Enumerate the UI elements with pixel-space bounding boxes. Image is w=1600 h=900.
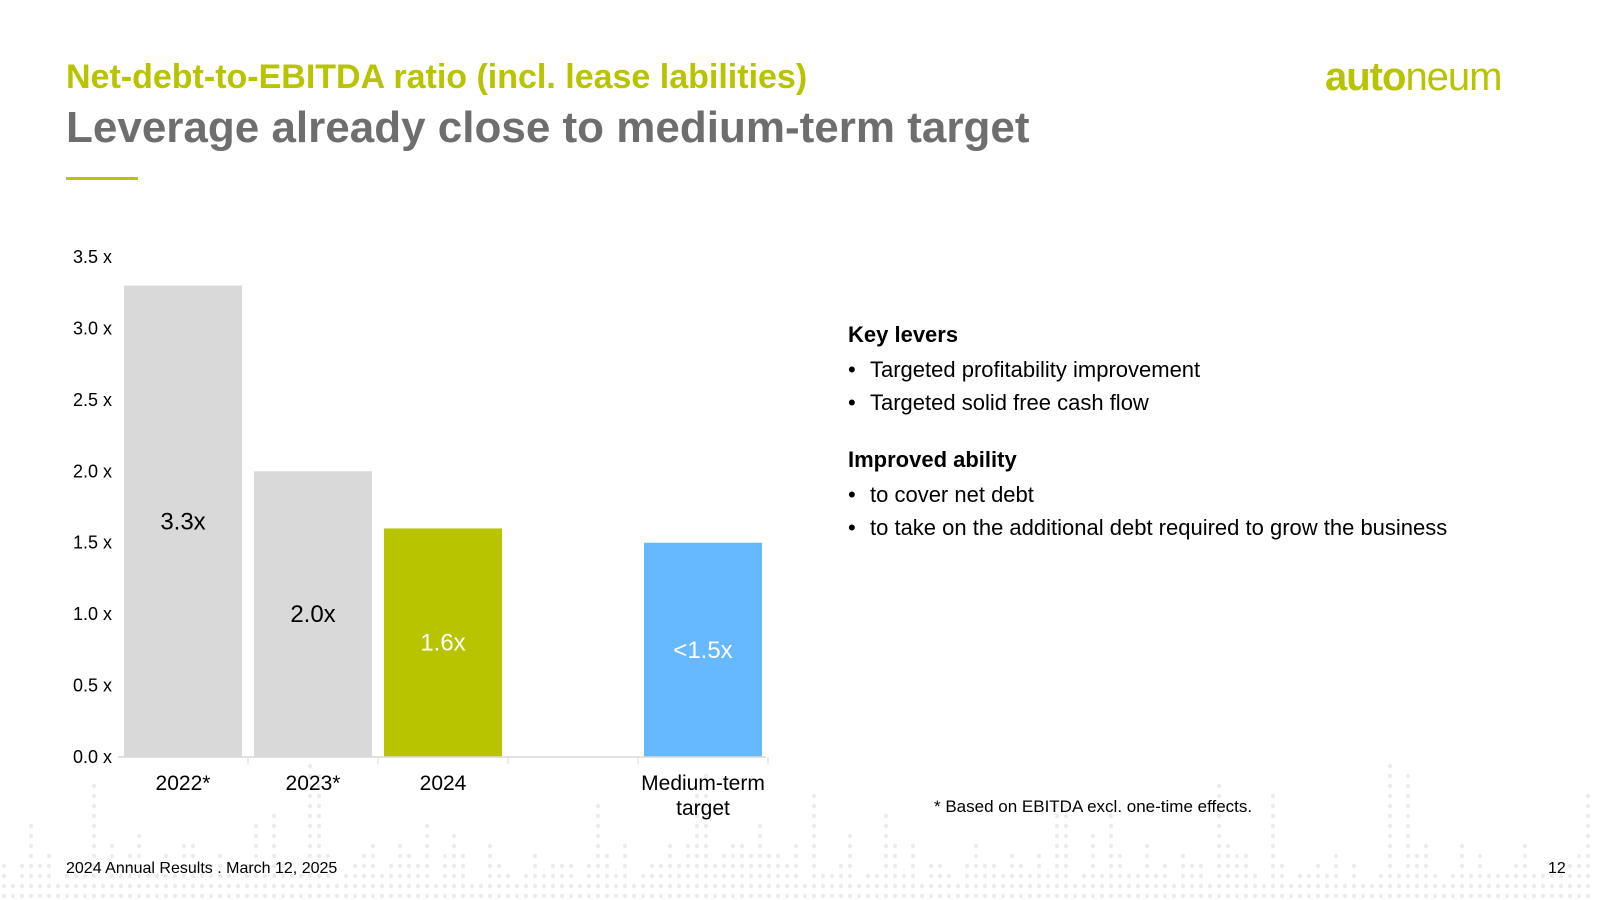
chart-footnote: * Based on EBITDA excl. one-time effects… <box>934 797 1253 816</box>
y-tick-label: 2.0 x <box>73 461 112 481</box>
key-points-panel: Key levers Targeted profitability improv… <box>848 322 1448 572</box>
list-item: to cover net debt <box>848 481 1448 509</box>
bar-data-label: 2.0x <box>290 601 335 628</box>
bar-data-label: <1.5x <box>673 637 732 664</box>
slide-title: Leverage already close to medium-term ta… <box>66 103 1030 152</box>
decorative-dot-pattern <box>1 763 1591 899</box>
list-item: Targeted profitability improvement <box>848 356 1448 384</box>
x-category-label: Medium-term target <box>641 772 765 820</box>
y-tick-label: 0.0 x <box>73 747 112 767</box>
key-levers-heading: Key levers <box>848 322 959 347</box>
logo-text-thin: neum <box>1405 55 1502 99</box>
y-tick-label: 1.0 x <box>73 604 112 624</box>
bar-data-label: 3.3x <box>160 508 205 535</box>
y-tick-label: 3.0 x <box>73 318 112 338</box>
y-tick-label: 3.5 x <box>73 247 112 267</box>
y-tick-label: 0.5 x <box>73 676 112 696</box>
bar <box>254 471 372 757</box>
list-item: to take on the additional debt required … <box>848 514 1448 542</box>
bar <box>124 285 242 757</box>
y-tick-label: 2.5 x <box>73 390 112 410</box>
autoneum-logo: autoneum <box>1325 55 1503 100</box>
title-underline <box>66 177 138 180</box>
slide-supertitle: Net-debt-to-EBITDA ratio (incl. lease la… <box>66 58 808 96</box>
improved-ability-heading: Improved ability <box>848 447 1017 472</box>
page-number: 12 <box>1548 860 1566 877</box>
leverage-bar-chart: 0.0 x 0.5 x 1.0 x 1.5 x 2.0 x 2.5 x 3.0 x 3.5 x… <box>73 247 769 820</box>
logo-text-bold: auto <box>1325 55 1406 99</box>
y-tick-label: 1.5 x <box>73 533 112 553</box>
bar-data-label: 1.6x <box>420 630 465 657</box>
bar <box>644 542 762 757</box>
x-category-label: 2022* <box>156 772 211 795</box>
footer-text: 2024 Annual Results . March 12, 2025 <box>66 860 338 877</box>
bar <box>384 528 502 757</box>
list-item: Targeted solid free cash flow <box>848 389 1448 417</box>
improved-ability-list: to cover net debt to take on the additio… <box>848 481 1448 542</box>
key-levers-list: Targeted profitability improvement Targe… <box>848 356 1448 417</box>
x-category-label: 2024 <box>420 772 467 795</box>
x-category-label: 2023* <box>286 772 341 795</box>
